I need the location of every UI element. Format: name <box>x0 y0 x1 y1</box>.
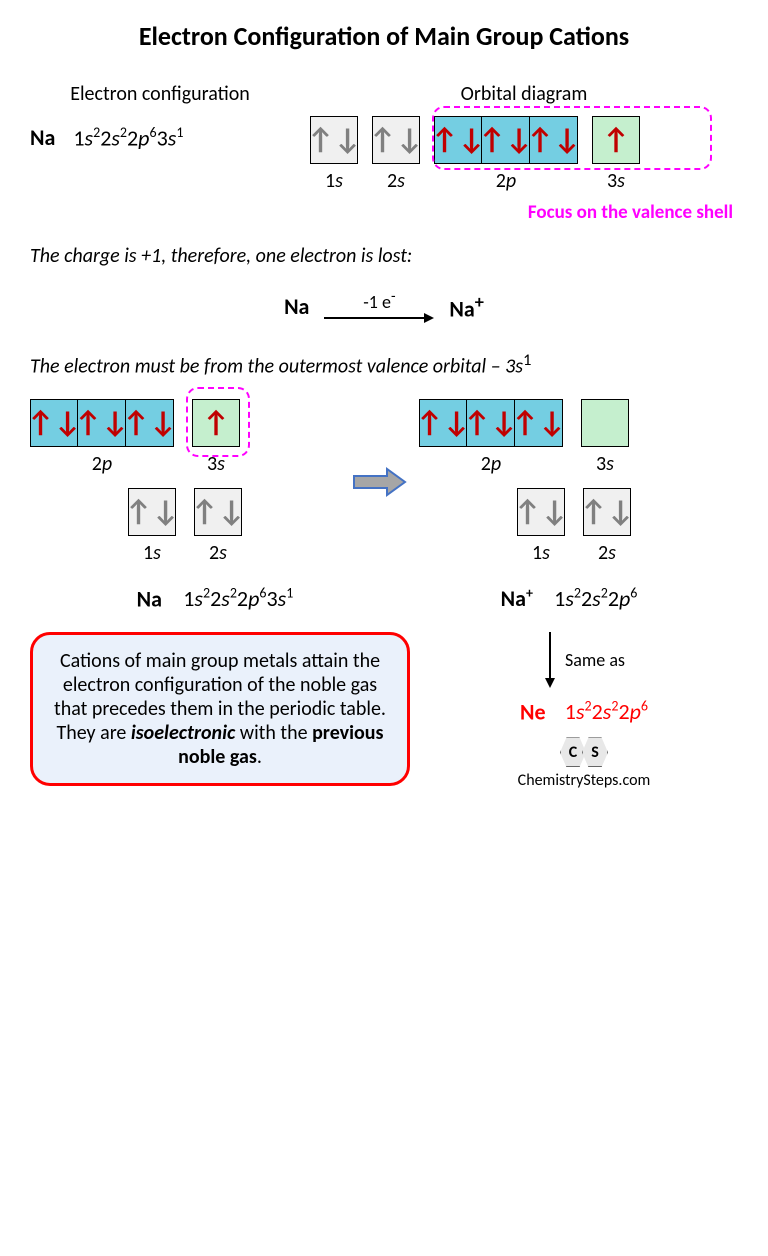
brand-text: ChemistrySteps.com <box>430 771 738 790</box>
label-2s: 2s <box>387 169 405 193</box>
right-1s: ↑↓ <box>517 488 565 536</box>
transform-arrow-icon <box>352 467 407 497</box>
charge-explanation: The charge is +1, therefore, one electro… <box>30 244 738 268</box>
same-as-text: Same as <box>565 649 625 671</box>
label-1s: 1s <box>325 169 343 193</box>
right-3s-empty <box>581 399 629 447</box>
left-2s-label: 2s <box>209 541 227 565</box>
element-na: Na <box>30 124 55 151</box>
left-config: 1s22s22p63s1 <box>183 585 293 612</box>
reaction-arrow-icon <box>324 311 434 325</box>
section1-row: Electron configuration Na 1s22s22p63s1 O… <box>30 82 738 224</box>
right-3s-label: 3s <box>596 452 614 476</box>
orbital-1s: ↑↓ <box>310 116 358 164</box>
label-2p: 2p <box>496 169 516 193</box>
down-arrow-icon <box>543 632 557 688</box>
right-config: 1s22s22p6 <box>554 585 637 612</box>
right-header: Orbital diagram <box>310 82 738 106</box>
callout-box: Cations of main group metals attain the … <box>30 632 410 786</box>
right-2p-group: ↑↓ ↑↓ ↑↓ <box>419 399 563 447</box>
ne-config: 1s22s22p6 <box>565 698 648 725</box>
orbital-2s: ↑↓ <box>372 116 420 164</box>
right-2p-label: 2p <box>481 452 501 476</box>
reaction-left: Na <box>284 293 309 320</box>
valence-highlight <box>432 106 712 170</box>
label-3s: 3s <box>607 169 625 193</box>
right-element: Na+ <box>501 585 533 612</box>
hex-s-icon: S <box>582 737 608 767</box>
reaction-right: Na+ <box>449 291 484 322</box>
left-2p-group: ↑↓ ↑↓ ↑↓ <box>30 399 174 447</box>
focus-text: Focus on the valence shell <box>310 201 733 224</box>
left-1s-label: 1s <box>143 541 161 565</box>
reaction-equation: Na -1 e- Na+ <box>30 288 738 325</box>
reaction-arrow-label: -1 e- <box>363 288 395 313</box>
brand-logo: C S ChemistrySteps.com <box>430 737 738 790</box>
left-1s: ↑↓ <box>128 488 176 536</box>
left-element: Na <box>137 585 162 612</box>
left-3s-highlight <box>186 387 250 457</box>
page-title: Electron Configuration of Main Group Cat… <box>30 20 738 52</box>
na-config: 1s22s22p63s1 <box>73 124 183 151</box>
left-header: Electron configuration <box>30 82 290 106</box>
left-2s: ↑↓ <box>194 488 242 536</box>
left-2p-label: 2p <box>92 452 112 476</box>
right-1s-label: 1s <box>532 541 550 565</box>
right-2s: ↑↓ <box>583 488 631 536</box>
orbital-explanation: The electron must be from the outermost … <box>30 350 738 379</box>
ne-element: Ne <box>520 698 546 725</box>
right-2s-label: 2s <box>598 541 616 565</box>
